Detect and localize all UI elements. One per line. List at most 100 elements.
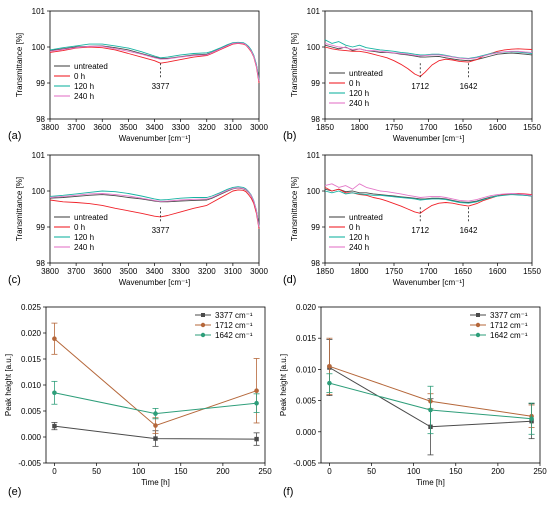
- x-tick-label: 1750: [385, 123, 403, 132]
- panel-d: 1850 1800 1750 1700 1650 1600 1550 98 99 100 101 Wa…: [283, 151, 541, 287]
- x-axis-label: Wavenumber [cm⁻¹]: [393, 278, 465, 287]
- x-tick-label: 1700: [420, 267, 438, 276]
- x-tick-label: 3300: [172, 123, 190, 132]
- annotation-label: 1712: [411, 82, 429, 91]
- y-tick-label: 100: [307, 187, 321, 196]
- legend-entry: 3377 cm⁻¹: [215, 311, 253, 320]
- y-tick-label: 98: [311, 259, 320, 268]
- y-tick-label: -0.005: [293, 459, 316, 468]
- x-tick-label: 3300: [172, 267, 190, 276]
- y-tick-label: 0.010: [296, 365, 317, 374]
- x-tick-label: 50: [367, 467, 376, 476]
- x-tick-label: 1800: [351, 123, 369, 132]
- x-tick-label: 3200: [198, 123, 216, 132]
- series-line-2: [324, 190, 533, 204]
- y-tick-label: 0.020: [296, 303, 317, 312]
- x-tick-label: 3500: [119, 267, 137, 276]
- x-tick-label: 1550: [523, 123, 541, 132]
- x-tick-label: 1850: [316, 267, 334, 276]
- data-point: [153, 423, 158, 428]
- legend-entry: 240 h: [349, 99, 369, 108]
- legend-marker: [200, 332, 206, 338]
- plot-frame: [320, 306, 541, 464]
- x-tick-label: 3000: [250, 267, 268, 276]
- y-tick-label: 0.000: [21, 433, 42, 442]
- y-tick-label: 101: [307, 7, 321, 16]
- y-tick-label: 99: [311, 223, 320, 232]
- legend-marker: [475, 332, 481, 338]
- legend-entry: 120 h: [349, 89, 369, 98]
- y-tick-label: 100: [32, 187, 46, 196]
- panel-label: (f): [283, 486, 293, 498]
- x-tick-label: 200: [491, 467, 505, 476]
- x-tick-label: 1850: [316, 123, 334, 132]
- panel-a: 3800 3700 3600 3500 3400 3300 3200 3100 3000 98 99…: [8, 7, 268, 143]
- x-tick-label: 3600: [93, 123, 111, 132]
- panel-label: (c): [8, 274, 21, 286]
- legend-entry: 0 h: [349, 79, 360, 88]
- legend-entry: 240 h: [74, 92, 94, 101]
- x-tick-label: 1700: [420, 123, 438, 132]
- data-point: [327, 363, 332, 369]
- x-tick-label: 3400: [146, 267, 164, 276]
- data-point: [529, 416, 534, 421]
- x-tick-label: 3500: [119, 123, 137, 132]
- series-line-3: [49, 187, 260, 228]
- series-line-1: [324, 187, 533, 214]
- x-tick-label: 3100: [224, 123, 242, 132]
- legend-entry: 120 h: [74, 82, 94, 91]
- series-line-1: [324, 46, 533, 77]
- annotation-label: 1642: [460, 226, 478, 235]
- series-line-1: [49, 189, 260, 229]
- y-tick-label: 101: [307, 151, 321, 160]
- x-axis-label: Wavenumber [cm⁻¹]: [393, 134, 465, 143]
- x-tick-label: 0: [327, 467, 332, 476]
- panel-label: (b): [283, 130, 296, 142]
- x-tick-label: 250: [533, 467, 547, 476]
- series-line-1: [49, 42, 260, 84]
- y-tick-label: 0.025: [21, 303, 42, 312]
- legend-entry: 1642 cm⁻¹: [490, 331, 528, 340]
- y-tick-label: 100: [307, 43, 321, 52]
- x-tick-label: 50: [92, 467, 101, 476]
- y-tick-label: 98: [311, 115, 320, 124]
- x-tick-label: 100: [132, 467, 146, 476]
- y-axis-label: Transmittance [%]: [290, 177, 299, 241]
- x-tick-label: 3700: [67, 123, 85, 132]
- annotation-label: 1712: [411, 226, 429, 235]
- x-tick-label: 3800: [41, 267, 59, 276]
- x-tick-label: 1650: [454, 123, 472, 132]
- y-tick-label: 98: [36, 259, 45, 268]
- x-tick-label: 150: [174, 467, 188, 476]
- x-tick-label: 1600: [489, 267, 507, 276]
- legend-entry: 0 h: [74, 72, 85, 81]
- data-point: [153, 411, 158, 416]
- series-line-0: [324, 44, 533, 62]
- x-axis-label: Time [h]: [416, 478, 445, 487]
- legend-entry: untreated: [349, 69, 383, 78]
- y-tick-label: 99: [36, 223, 45, 232]
- legend-entry: 120 h: [74, 233, 94, 242]
- legend-marker: [475, 322, 481, 328]
- legend-entry: untreated: [74, 62, 108, 71]
- annotation-label: 1642: [460, 82, 478, 91]
- legend-entry: untreated: [349, 213, 383, 222]
- x-tick-label: 3800: [41, 123, 59, 132]
- x-tick-label: 1750: [385, 267, 403, 276]
- y-tick-label: 99: [311, 79, 320, 88]
- panel-b: 1850 1800 1750 1700 1650 1600 1550 98 99 100 101 Wa…: [283, 7, 541, 143]
- x-tick-label: 3700: [67, 267, 85, 276]
- data-point: [254, 400, 259, 406]
- data-point: [153, 436, 158, 441]
- legend-entry: 240 h: [74, 243, 94, 252]
- legend-marker: [200, 322, 206, 328]
- x-axis-label: Time [h]: [141, 478, 170, 487]
- x-axis-label: Wavenumber [cm⁻¹]: [119, 134, 191, 143]
- x-tick-label: 1600: [489, 123, 507, 132]
- annotation-label: 3377: [152, 82, 170, 91]
- x-tick-label: 1550: [523, 267, 541, 276]
- legend-entry: untreated: [74, 213, 108, 222]
- y-tick-label: 0.005: [21, 407, 42, 416]
- data-point: [52, 423, 57, 429]
